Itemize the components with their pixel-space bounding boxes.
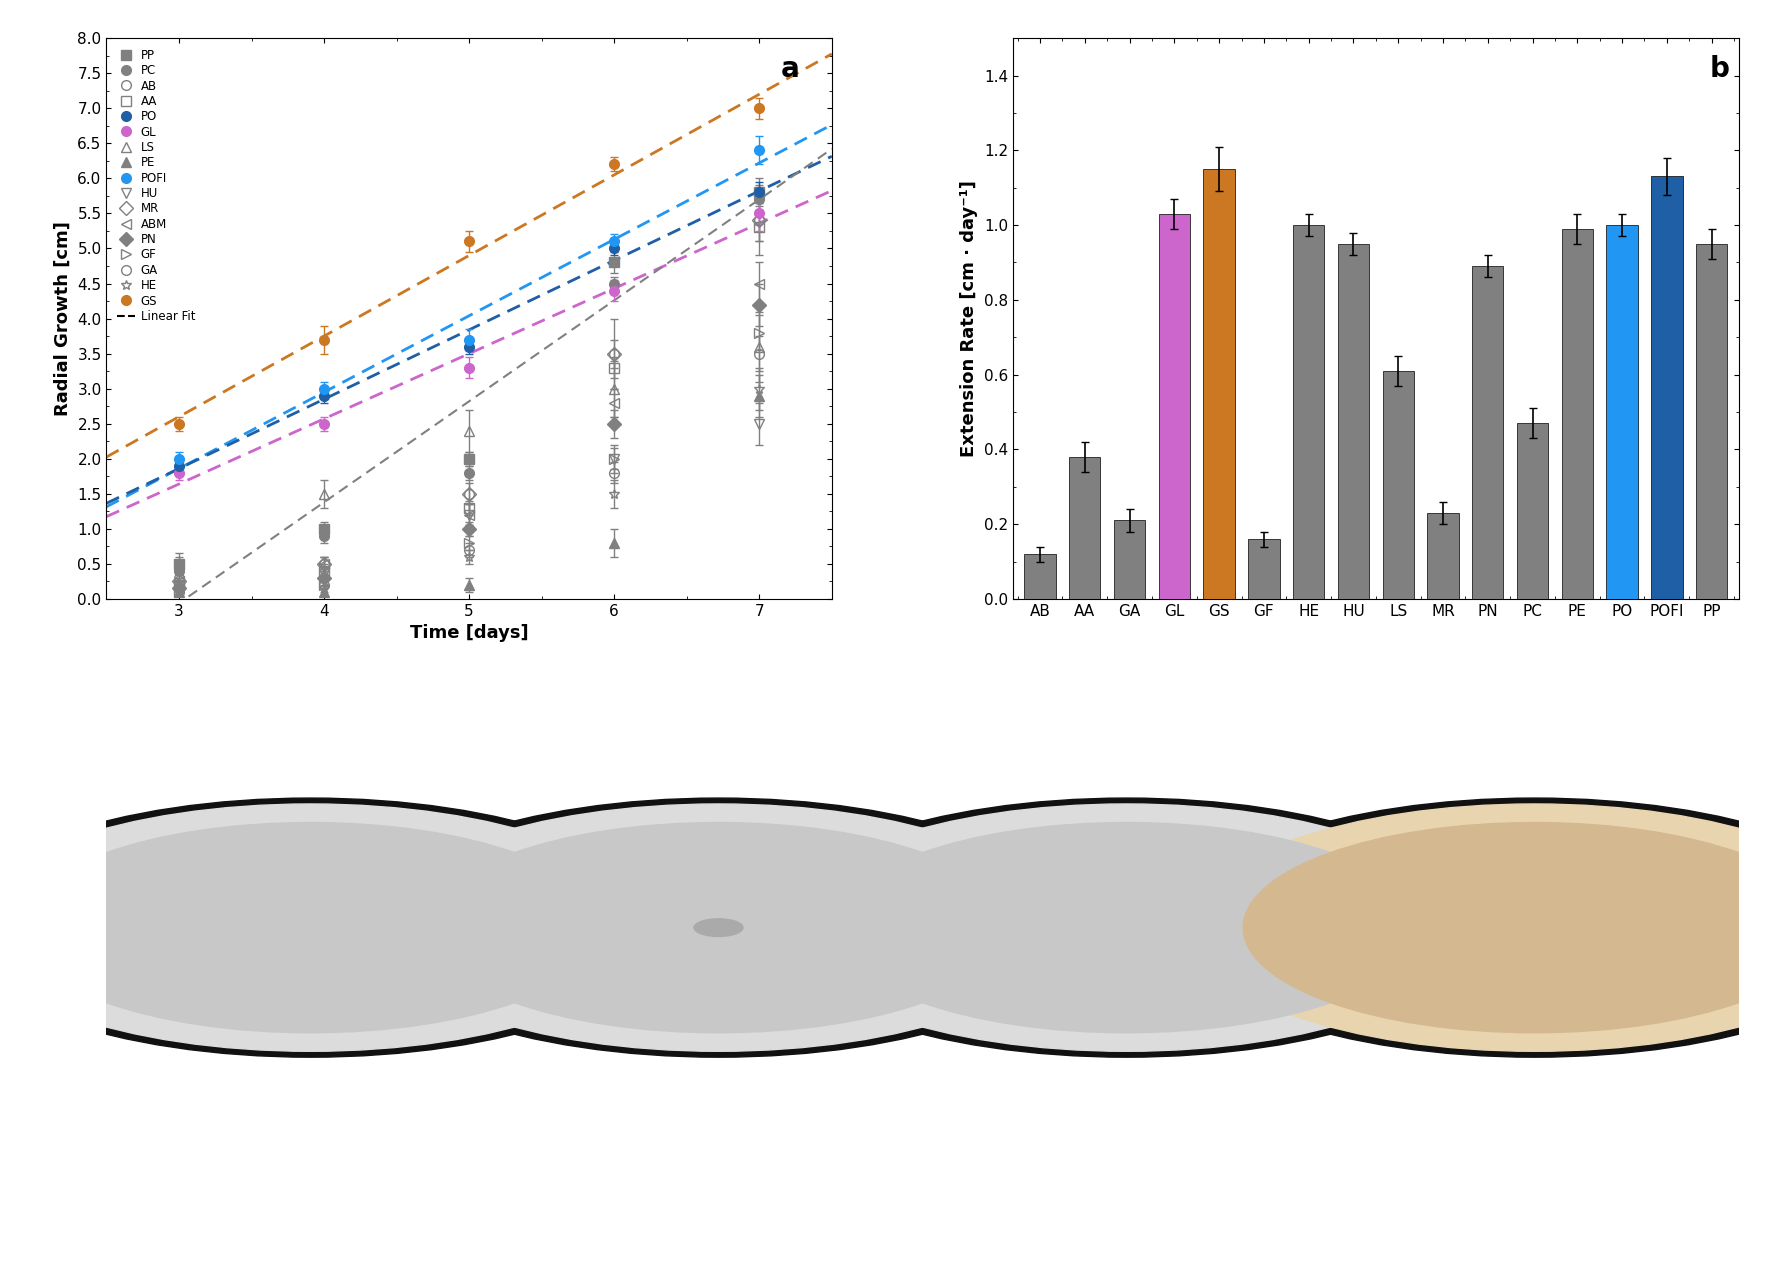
Circle shape [1175, 798, 1773, 1057]
Circle shape [0, 798, 668, 1057]
Bar [1427, 513, 1457, 599]
Bar [1337, 244, 1369, 599]
Text: $\it{Plerotus ostreatus}$: $\it{Plerotus ostreatus}$ [230, 1187, 390, 1205]
Circle shape [20, 823, 601, 1033]
Circle shape [1191, 804, 1773, 1051]
X-axis label: Time [days]: Time [days] [410, 625, 528, 642]
Bar [1695, 244, 1727, 599]
Circle shape [360, 798, 1076, 1057]
Bar [1472, 266, 1502, 599]
Bar [1606, 225, 1636, 599]
Bar [1023, 555, 1055, 599]
Circle shape [784, 804, 1468, 1051]
Text: b: b [1709, 55, 1729, 83]
Text: $\it{Ganoderma lucidum}$: $\it{Ganoderma lucidum}$ [1037, 1187, 1215, 1205]
Circle shape [0, 804, 652, 1051]
Text: c: c [1688, 674, 1706, 702]
Y-axis label: Extension Rate [cm · day⁻¹]: Extension Rate [cm · day⁻¹] [959, 181, 979, 457]
Bar [1248, 539, 1278, 599]
Circle shape [376, 804, 1060, 1051]
Bar [1651, 177, 1681, 599]
Text: a: a [780, 55, 800, 83]
Bar [1069, 457, 1099, 599]
Text: $\it{Ganoderma sessile}$: $\it{Ganoderma sessile}$ [1450, 1187, 1617, 1205]
Circle shape [1243, 823, 1773, 1033]
Circle shape [427, 823, 1009, 1033]
Bar [1516, 424, 1548, 599]
Circle shape [768, 798, 1484, 1057]
Text: $\it{P. ostreatus var florida}$: $\it{P. ostreatus var florida}$ [622, 1187, 814, 1205]
Bar [1202, 169, 1234, 599]
Circle shape [693, 918, 743, 936]
Bar [1113, 520, 1145, 599]
Bar [1381, 371, 1413, 599]
Y-axis label: Radial Growth [cm]: Radial Growth [cm] [53, 221, 71, 416]
Circle shape [835, 823, 1417, 1033]
Bar [1158, 214, 1190, 599]
Bar [1560, 229, 1592, 599]
Legend: PP, PC, AB, AA, PO, GL, LS, PE, POFI, HU, MR, ABM, PN, GF, GA, HE, GS, Linear Fi: PP, PC, AB, AA, PO, GL, LS, PE, POFI, HU… [112, 45, 200, 328]
Bar [1293, 225, 1324, 599]
